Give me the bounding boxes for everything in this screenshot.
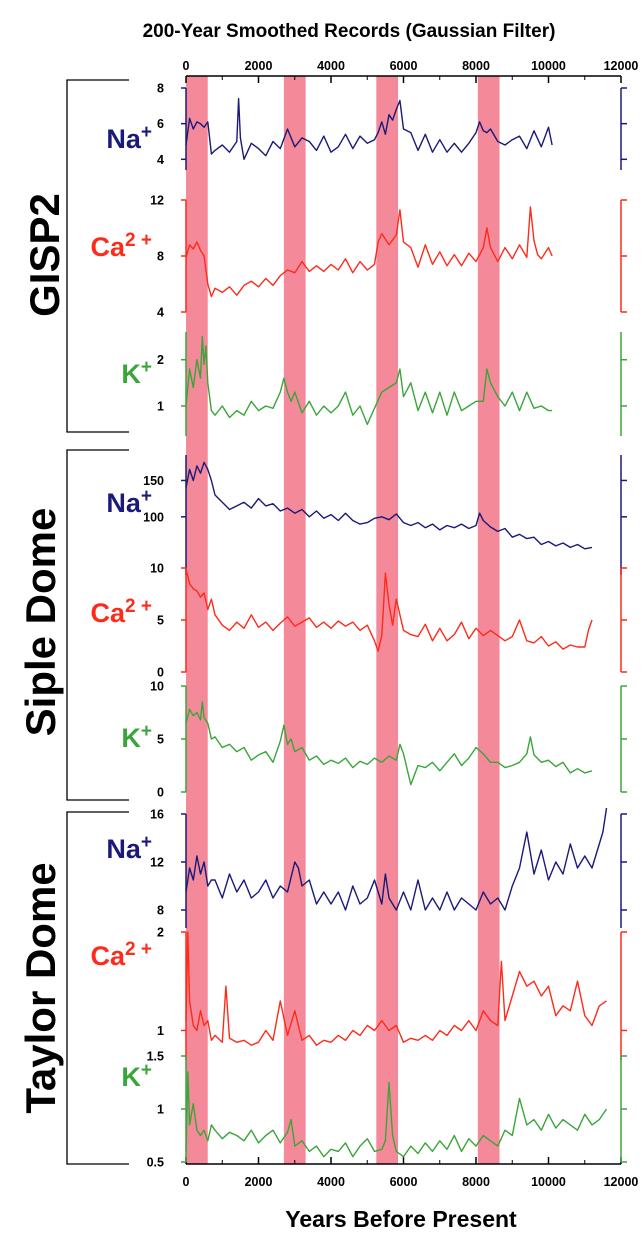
y-tick-label: 1.5: [147, 1050, 164, 1064]
site-groups: GISP2 Siple Dome Taylor Dome: [17, 79, 129, 1165]
y-tick-label: 4: [157, 153, 164, 167]
series-line: [185, 931, 607, 1046]
y-tick-label: 0.5: [147, 1156, 164, 1170]
highlight-band: [283, 76, 306, 1164]
series-line: [185, 98, 553, 160]
y-tick-label: 8: [157, 904, 164, 918]
x-axis-top: 0 2000 4000 6000 8000 10000 12000: [183, 59, 639, 83]
x-tick-label-top: 0: [183, 59, 190, 73]
y-tick-label: 0: [157, 666, 164, 680]
y-tick-label: 10: [150, 562, 164, 576]
site-label: Siple Dome: [17, 508, 64, 737]
y-tick-label: 8: [157, 82, 164, 96]
x-axis-label: Years Before Present: [285, 1206, 517, 1232]
y-tick-label: 0: [157, 786, 164, 800]
site-label: GISP2: [21, 193, 68, 317]
species-label: Ca2 +: [91, 230, 152, 262]
site-label: Taylor Dome: [17, 862, 64, 1113]
site-bracket: [66, 79, 129, 433]
y-tick-label: 1: [157, 399, 164, 413]
panel-gisp2-k: 2 1 K+: [121, 332, 627, 436]
series-line: [185, 206, 553, 298]
y-tick-label: 1: [157, 1024, 164, 1038]
site-bracket: [66, 449, 129, 801]
y-tick-label: 1: [157, 1103, 164, 1117]
x-tick-label-top: 12000: [604, 59, 639, 73]
y-tick-label: 12: [150, 856, 164, 870]
series-line: [185, 461, 593, 550]
x-tick-label-top: 10000: [531, 59, 566, 73]
series-line: [185, 701, 593, 786]
x-tick-label-top: 4000: [317, 59, 345, 73]
species-label: K+: [121, 721, 152, 753]
y-tick-label: 12: [150, 194, 164, 208]
highlight-bands: [186, 76, 500, 1164]
x-tick-label-bottom: 10000: [531, 1175, 566, 1189]
panel-taylor-dome-na: 16 12 8 Na+: [106, 807, 627, 928]
y-tick-label: 6: [157, 117, 164, 131]
panel-taylor-dome-ca: 2 1 Ca2 +: [91, 926, 627, 1060]
y-tick-label: 5: [157, 733, 164, 747]
panel-gisp2-na: 8 6 4 Na+: [106, 82, 627, 170]
species-label: K+: [121, 1060, 152, 1092]
species-label: Na+: [106, 832, 152, 864]
species-label: Ca2 +: [91, 939, 152, 971]
site-group-siple-dome: Siple Dome: [17, 449, 129, 801]
x-tick-label-top: 6000: [390, 59, 418, 73]
y-tick-label: 100: [143, 510, 164, 524]
y-tick-label: 10: [150, 680, 164, 694]
x-axis-bottom: 0 2000 4000 6000 8000 10000 12000: [183, 1157, 639, 1189]
highlight-band: [376, 76, 399, 1164]
panel-gisp2-ca: 12 8 4 Ca2 +: [91, 194, 627, 320]
species-label: Na+: [106, 486, 152, 518]
y-tick-label: 2: [157, 353, 164, 367]
series-line: [185, 807, 608, 911]
series-line: [185, 1071, 608, 1158]
y-tick-label: 4: [157, 306, 164, 320]
panel-siple-dome-k: 10 5 0 K+: [121, 680, 627, 800]
x-tick-label-bottom: 2000: [245, 1175, 273, 1189]
y-tick-label: 2: [157, 926, 164, 940]
x-tick-label-bottom: 8000: [462, 1175, 490, 1189]
species-label: Ca2 +: [91, 596, 152, 628]
species-label: Na+: [106, 122, 152, 154]
panel-taylor-dome-k: 1.5 1 0.5 K+: [121, 1050, 627, 1170]
x-tick-label-bottom: 0: [183, 1175, 190, 1189]
site-group-taylor-dome: Taylor Dome: [17, 811, 129, 1165]
series-line: [185, 335, 553, 426]
site-group-gisp2: GISP2: [21, 79, 129, 433]
x-tick-label-top: 8000: [462, 59, 490, 73]
y-tick-label: 16: [150, 808, 164, 822]
x-tick-label-top: 2000: [245, 59, 273, 73]
y-tick-label: 5: [157, 614, 164, 628]
panel-siple-dome-ca: 10 5 0 Ca2 +: [91, 562, 627, 680]
chart-title: 200-Year Smoothed Records (Gaussian Filt…: [143, 21, 556, 42]
y-tick-label: 150: [143, 474, 164, 488]
y-tick-label: 8: [157, 250, 164, 264]
x-tick-label-bottom: 12000: [604, 1175, 639, 1189]
series-line: [185, 568, 593, 652]
site-bracket: [66, 811, 129, 1165]
species-label: K+: [121, 357, 152, 389]
x-tick-label-bottom: 6000: [390, 1175, 418, 1189]
x-tick-label-bottom: 4000: [317, 1175, 345, 1189]
